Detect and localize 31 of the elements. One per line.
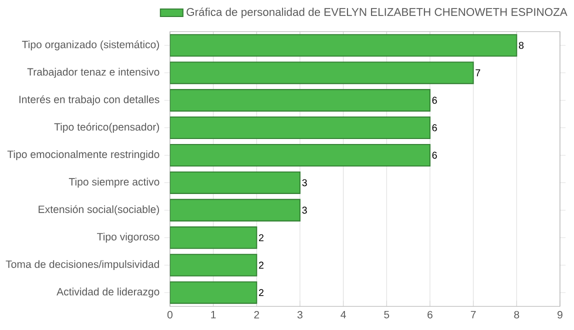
x-tick-label: 1 [211,310,216,318]
y-tick-label: Actividad de liderazgo [56,288,160,298]
y-tick-label: Tipo teórico(pensador) [54,122,160,133]
y-tick-label: Extensión social(sociable) [38,205,159,216]
y-tick-label: Interés en trabajo con detalles [19,95,160,106]
data-label: 2 [258,289,264,296]
data-label: 6 [432,96,437,104]
data-label: 6 [432,124,437,132]
x-tick-label: 8 [514,310,520,318]
x-tick-label: 0 [167,310,172,318]
x-tick-label: 4 [340,310,346,318]
y-tick-label: Tipo siempre activo [68,178,160,188]
data-label: 3 [302,206,307,214]
data-label: 7 [476,69,480,76]
data-label: 3 [302,179,307,186]
data-label: 2 [258,262,264,269]
x-tick-label: 2 [254,310,260,318]
x-tick-label: 5 [384,310,390,318]
data-label: 6 [432,152,437,159]
y-tick-label: Tipo vigoroso [97,232,160,243]
y-tick-label: Tipo emocionalmente restringido [7,150,160,160]
legend-label: Gráfica de personalidad de EVELYN ELIZABETH CHENOWETH ESPINOZA [186,8,568,18]
y-tick-label: Trabajador tenaz e intensivo [27,68,160,78]
x-tick-label: 3 [297,310,302,318]
y-tick-label: Toma de decisiones/impulsividad [6,260,159,270]
data-label: 2 [258,234,264,242]
x-tick-label: 9 [558,310,562,318]
y-tick-label: Tipo organizado (sistemático) [22,40,159,50]
x-tick-label: 6 [428,310,432,318]
data-label: 8 [518,42,524,49]
x-tick-label: 7 [470,310,476,318]
